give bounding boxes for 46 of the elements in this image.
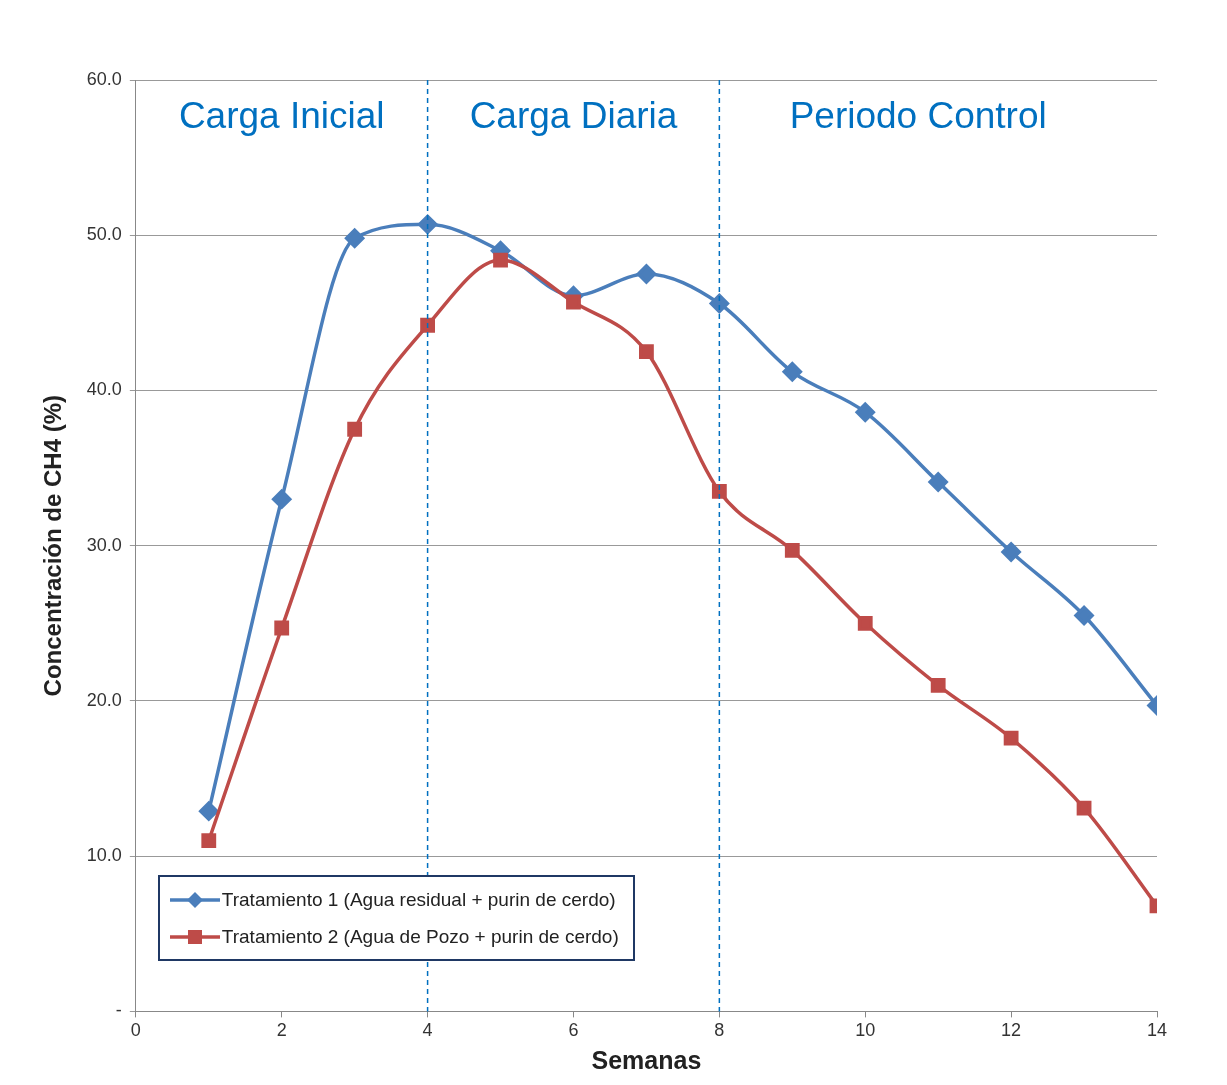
annotation: Carga Inicial bbox=[178, 95, 385, 137]
point bbox=[566, 294, 581, 310]
point bbox=[636, 264, 657, 284]
x-tick-label: 10 bbox=[855, 1020, 876, 1041]
point bbox=[347, 421, 363, 437]
point bbox=[344, 228, 365, 249]
point bbox=[1001, 542, 1021, 562]
point bbox=[493, 252, 508, 268]
point bbox=[784, 542, 800, 558]
y-tick-label: 50.0 bbox=[86, 224, 122, 245]
y-tick-label: 40.0 bbox=[86, 379, 122, 400]
x-tick-label: 0 bbox=[130, 1020, 141, 1041]
legend-label: Tratamiento 2 (Agua de Pozo + purin de cerdo) bbox=[221, 925, 619, 948]
x-tick-label: 8 bbox=[714, 1020, 725, 1041]
point bbox=[857, 615, 873, 631]
y-tick-label: 60.0 bbox=[86, 68, 122, 89]
x-tick-label: 14 bbox=[1146, 1020, 1168, 1041]
point bbox=[420, 317, 435, 333]
point bbox=[1074, 605, 1094, 626]
point bbox=[1076, 800, 1092, 816]
point bbox=[782, 362, 803, 382]
annotation: Periodo Control bbox=[789, 95, 1047, 137]
point bbox=[928, 472, 948, 492]
legend-label: Tratamiento 1 (Agua residual + purin de cerdo) bbox=[221, 888, 616, 911]
point bbox=[709, 293, 730, 314]
point bbox=[201, 833, 217, 849]
x-tick-label: 4 bbox=[422, 1020, 433, 1041]
point bbox=[930, 678, 946, 693]
y-tick-label: 10.0 bbox=[86, 845, 122, 866]
point bbox=[199, 801, 219, 821]
point bbox=[271, 489, 292, 509]
point bbox=[639, 344, 654, 360]
point bbox=[417, 214, 438, 235]
y-tick-label: 20.0 bbox=[86, 689, 122, 710]
annotation: Carga Diaria bbox=[469, 95, 678, 137]
x-tick-label: 12 bbox=[1001, 1020, 1022, 1041]
x-tick-label: 2 bbox=[276, 1020, 287, 1041]
y-tick-label: 30.0 bbox=[86, 534, 122, 555]
x-axis-title: Semanas bbox=[591, 1045, 702, 1074]
y-tick-label: - bbox=[115, 1000, 122, 1021]
y-axis-title: Concentración de CH4 (%) bbox=[39, 395, 67, 697]
point bbox=[274, 620, 290, 636]
x-tick-label: 6 bbox=[568, 1020, 579, 1041]
point bbox=[711, 483, 727, 499]
point bbox=[1003, 730, 1019, 746]
point bbox=[855, 402, 875, 422]
